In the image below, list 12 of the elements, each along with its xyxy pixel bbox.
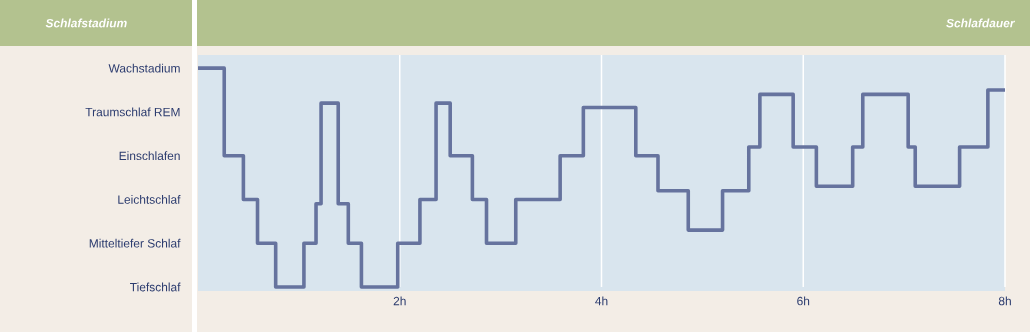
text: Wachstadium	[108, 63, 180, 73]
text: Mitteltiefer Schlaf	[89, 238, 181, 248]
x-axis-title: Schlafdauer	[946, 18, 1016, 28]
text: Traumschlaf REM	[85, 107, 180, 117]
x-tick-label: 6h	[797, 296, 810, 306]
x-tick-label: 2h	[393, 296, 406, 306]
text: Einschlafen	[119, 151, 180, 161]
text: Tiefschlaf	[130, 282, 181, 292]
text: Schlafstadium	[45, 18, 127, 28]
x-tick-label: 8h	[998, 296, 1011, 306]
text: Leichtschlaf	[118, 195, 181, 204]
x-tick-label: 4h	[595, 296, 608, 306]
